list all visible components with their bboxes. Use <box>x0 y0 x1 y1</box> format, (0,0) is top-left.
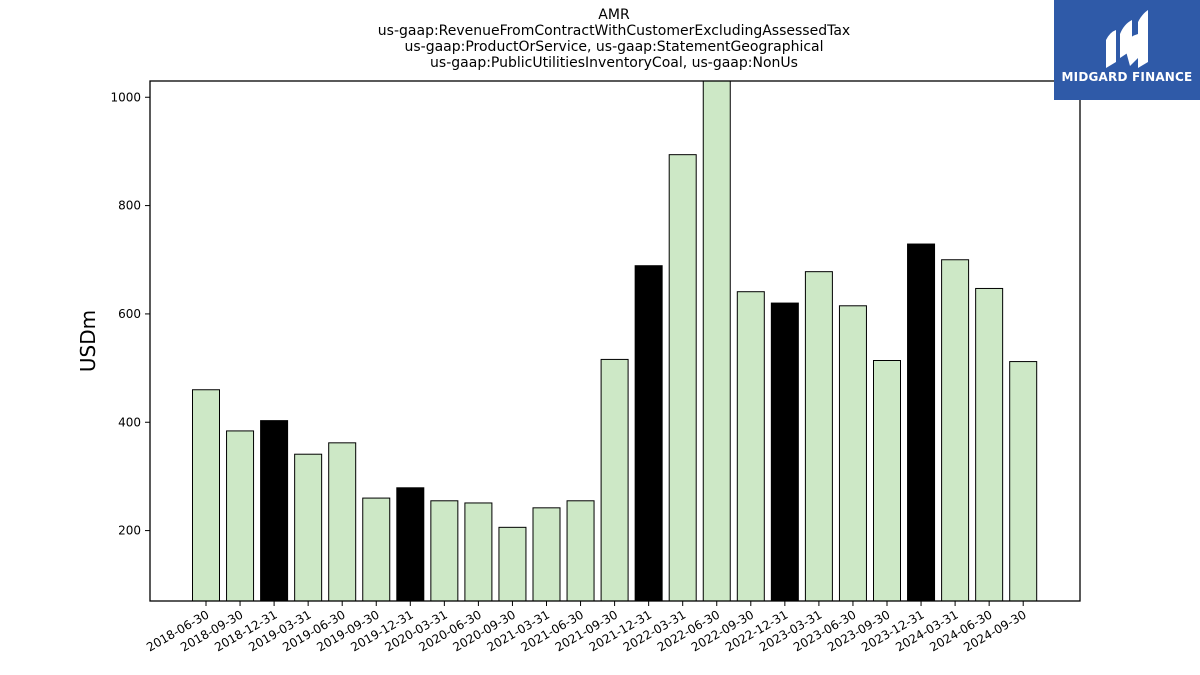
bar-2024-06-30 <box>975 287 1004 601</box>
y-tick-label: 800 <box>118 199 141 213</box>
y-axis-label: USDm <box>76 310 100 372</box>
bar-2022-03-31 <box>668 154 697 601</box>
bar-2020-09-30 <box>498 526 527 601</box>
bar-2020-06-30 <box>464 502 493 601</box>
bar-2021-06-30 <box>566 500 595 601</box>
bar-2022-06-30 <box>702 81 731 601</box>
bar-2023-12-31 <box>907 243 936 601</box>
y-tick-label: 1000 <box>110 90 141 104</box>
bar-2023-03-31 <box>804 271 833 601</box>
bar-2022-12-31 <box>770 302 799 601</box>
bar-2018-06-30 <box>192 389 220 601</box>
bar-2024-03-31 <box>941 259 970 601</box>
bar-2019-09-30 <box>362 497 391 601</box>
brand-logo: MIDGARD FINANCE <box>1054 0 1200 100</box>
bar-2019-06-30 <box>328 442 357 601</box>
bar-2023-09-30 <box>873 360 901 601</box>
bar-2022-09-30 <box>736 291 765 601</box>
midgard-logo-icon <box>1106 10 1148 68</box>
bar-2024-09-30 <box>1009 361 1038 601</box>
y-tick-label: 400 <box>118 415 141 429</box>
y-tick-label: 600 <box>118 307 141 321</box>
bar-2021-03-31 <box>532 507 561 601</box>
chart-subtitle-members: us-gaap:PublicUtilitiesInventoryCoal, us… <box>430 55 798 71</box>
bar-2019-12-31 <box>396 487 425 601</box>
chart-subtitle-axes: us-gaap:ProductOrService, us-gaap:Statem… <box>404 39 824 55</box>
bar-2021-12-31 <box>634 265 663 601</box>
y-tick-label: 200 <box>118 524 141 538</box>
bar-2019-03-31 <box>294 453 323 601</box>
chart-title: AMR <box>598 7 630 23</box>
bar-2018-09-30 <box>226 430 255 601</box>
bar-2023-06-30 <box>838 305 867 601</box>
bar-2020-03-31 <box>430 500 459 601</box>
bar-2021-09-30 <box>600 358 629 601</box>
logo-text: MIDGARD FINANCE <box>1061 70 1193 84</box>
bars-group <box>192 81 1038 601</box>
bar-2018-12-31 <box>260 420 289 601</box>
chart-subtitle-concept: us-gaap:RevenueFromContractWithCustomerE… <box>377 23 851 39</box>
